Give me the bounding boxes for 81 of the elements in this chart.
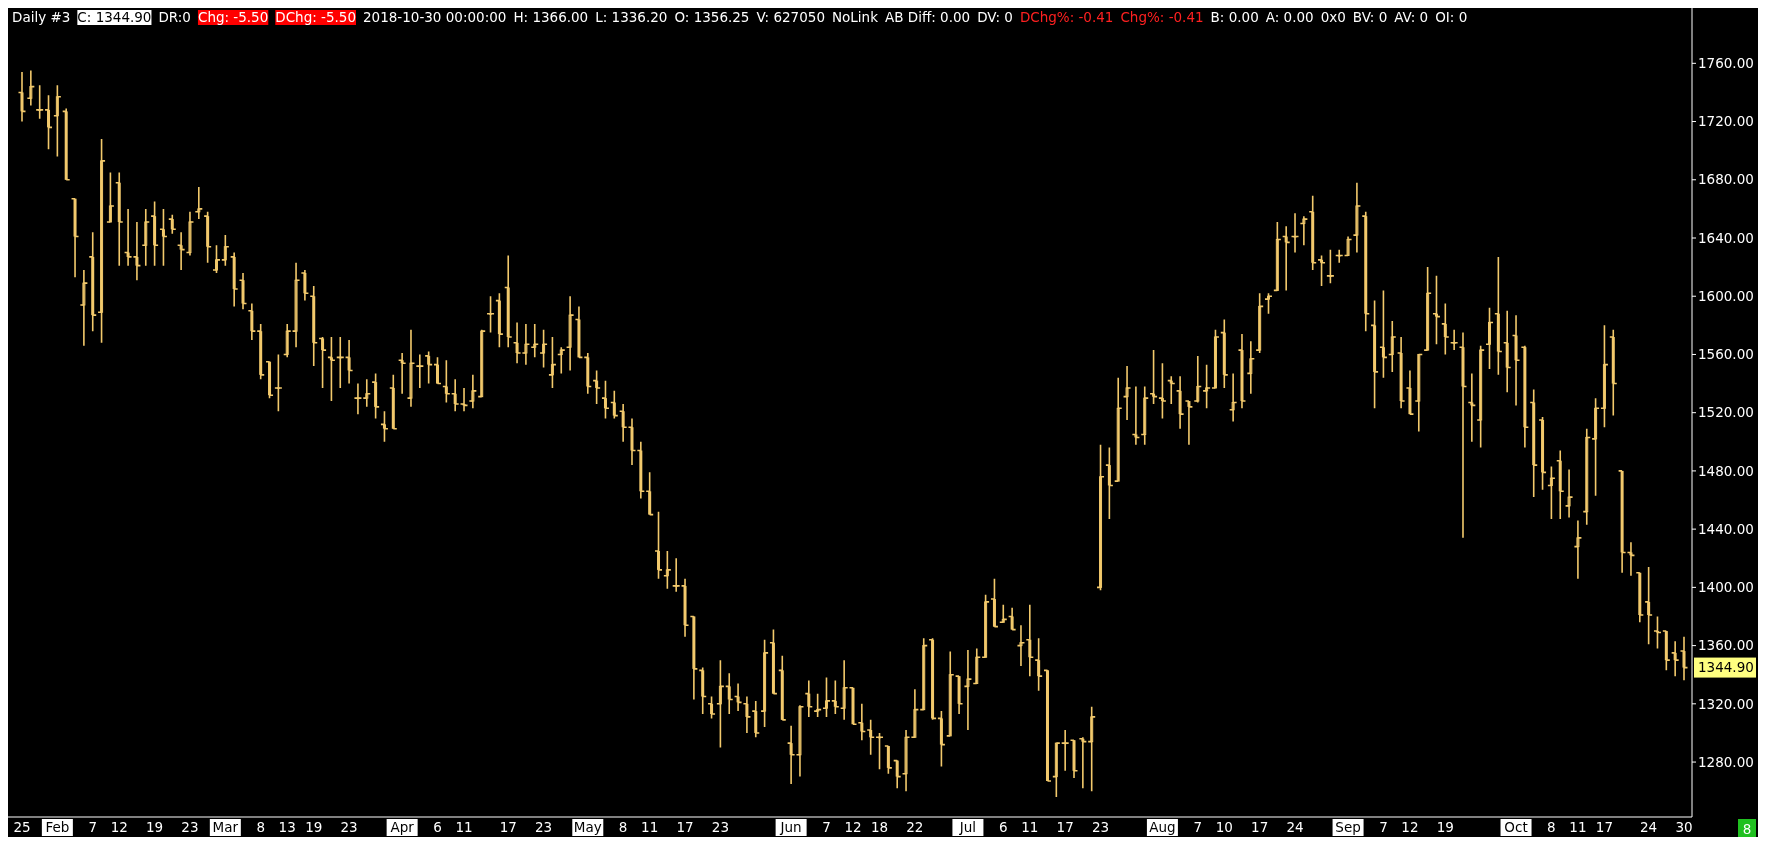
x-tick-label: May xyxy=(573,819,602,835)
x-tick-label: 30 xyxy=(1675,819,1693,835)
y-tick-label: 1640.00 xyxy=(1698,229,1754,246)
x-tick-label: Jun xyxy=(779,819,802,835)
x-tick-label: 11 xyxy=(641,819,659,835)
x-tick-label: 12 xyxy=(844,819,862,835)
annotation: 0x0 xyxy=(1320,9,1346,25)
x-tick-label: Sep xyxy=(1335,819,1361,835)
x-tick-label: 19 xyxy=(305,819,323,835)
x-tick-label: 23 xyxy=(711,819,729,835)
annotation: L: 1336.20 xyxy=(595,9,668,25)
annotation: 2018-10-30 00:00:00 xyxy=(363,9,507,25)
x-tick-label: 18 xyxy=(870,819,889,835)
chart-title: Daily #3 xyxy=(12,9,71,25)
annotation: Chg: -5.50 xyxy=(197,9,269,25)
y-tick-label: 1320.00 xyxy=(1698,695,1754,712)
x-tick-label: 7 xyxy=(88,819,98,835)
annotation: A: 0.00 xyxy=(1265,9,1314,25)
y-tick-label: 1760.00 xyxy=(1698,55,1754,72)
x-tick-label: Feb xyxy=(45,819,70,835)
x-tick-label: 17 xyxy=(1595,819,1614,835)
x-tick-label: 17 xyxy=(676,819,694,835)
x-tick-label: 7 xyxy=(1193,819,1203,835)
x-tick-label: 7 xyxy=(822,819,831,835)
x-tick-label: 13 xyxy=(278,819,296,835)
x-tick-label: 8 xyxy=(256,819,265,835)
x-tick-label: 17 xyxy=(1251,819,1269,835)
x-tick-label: 19 xyxy=(1436,819,1454,835)
x-tick-label: 6 xyxy=(998,819,1008,835)
x-tick-label: 23 xyxy=(1091,819,1110,835)
x-tick-label: Aug xyxy=(1149,819,1176,835)
x-tick-label: 12 xyxy=(110,819,128,835)
annotation: O: 1356.25 xyxy=(674,9,750,25)
x-tick-label: 11 xyxy=(1569,819,1587,835)
annotation: OI: 0 xyxy=(1435,9,1468,25)
annotation: Chg%: -0.41 xyxy=(1120,9,1204,25)
x-tick-label: 6 xyxy=(433,819,442,835)
x-tick-label: 8 xyxy=(618,819,628,835)
x-tick-label: Oct xyxy=(1504,819,1528,835)
y-tick-label: 1600.00 xyxy=(1698,287,1754,304)
x-tick-label: 17 xyxy=(499,819,517,835)
annotation: DChg%: -0.41 xyxy=(1019,9,1114,25)
x-tick-label: 23 xyxy=(534,819,553,835)
y-tick-label: 1520.00 xyxy=(1698,404,1754,421)
x-tick-label: Apr xyxy=(390,819,415,835)
y-tick-label: 1440.00 xyxy=(1698,520,1754,537)
x-tick-label: 7 xyxy=(1379,819,1388,835)
x-tick-label: 23 xyxy=(340,819,358,835)
x-tick-label: 24 xyxy=(1640,819,1658,835)
annotation: BV: 0 xyxy=(1352,9,1388,25)
annotation: B: 0.00 xyxy=(1210,9,1259,25)
x-tick-label: 22 xyxy=(906,819,924,835)
x-tick-label: Jul xyxy=(958,819,977,835)
annotation: H: 1366.00 xyxy=(513,9,589,25)
annotation: AB Diff: 0.00 xyxy=(885,9,971,25)
y-tick-label: 1560.00 xyxy=(1698,346,1754,363)
x-tick-label: 11 xyxy=(1021,819,1039,835)
y-tick-label: 1480.00 xyxy=(1698,462,1754,479)
text: 1344.90 xyxy=(1698,659,1754,676)
x-tick-label: 11 xyxy=(455,819,473,835)
x-tick-label: 12 xyxy=(1401,819,1419,835)
x-tick-label: 24 xyxy=(1286,819,1304,835)
x-tick-label: 10 xyxy=(1215,819,1233,835)
annotation: V: 627050 xyxy=(756,9,825,25)
y-tick-label: 1400.00 xyxy=(1698,579,1754,596)
annotation: C: 1344.90 xyxy=(77,9,152,25)
annotation: AV: 0 xyxy=(1394,9,1429,25)
x-tick-label: 17 xyxy=(1056,819,1074,835)
annotation: NoLink xyxy=(831,9,879,25)
annotation: DV: 0 xyxy=(977,9,1013,25)
y-tick-label: 1720.00 xyxy=(1698,113,1754,130)
y-tick-label: 1680.00 xyxy=(1698,171,1754,188)
x-tick-label: 23 xyxy=(181,819,199,835)
annotation: DChg: -5.50 xyxy=(275,9,356,25)
annotation: DR:0 xyxy=(158,9,191,25)
x-tick-label: 19 xyxy=(146,819,164,835)
x-tick-label: 8 xyxy=(1547,819,1556,835)
x-tick-label: 25 xyxy=(13,819,31,835)
y-tick-label: 1280.00 xyxy=(1698,753,1754,770)
y-tick-label: 1360.00 xyxy=(1698,637,1754,654)
x-tick-label: Mar xyxy=(212,819,239,835)
